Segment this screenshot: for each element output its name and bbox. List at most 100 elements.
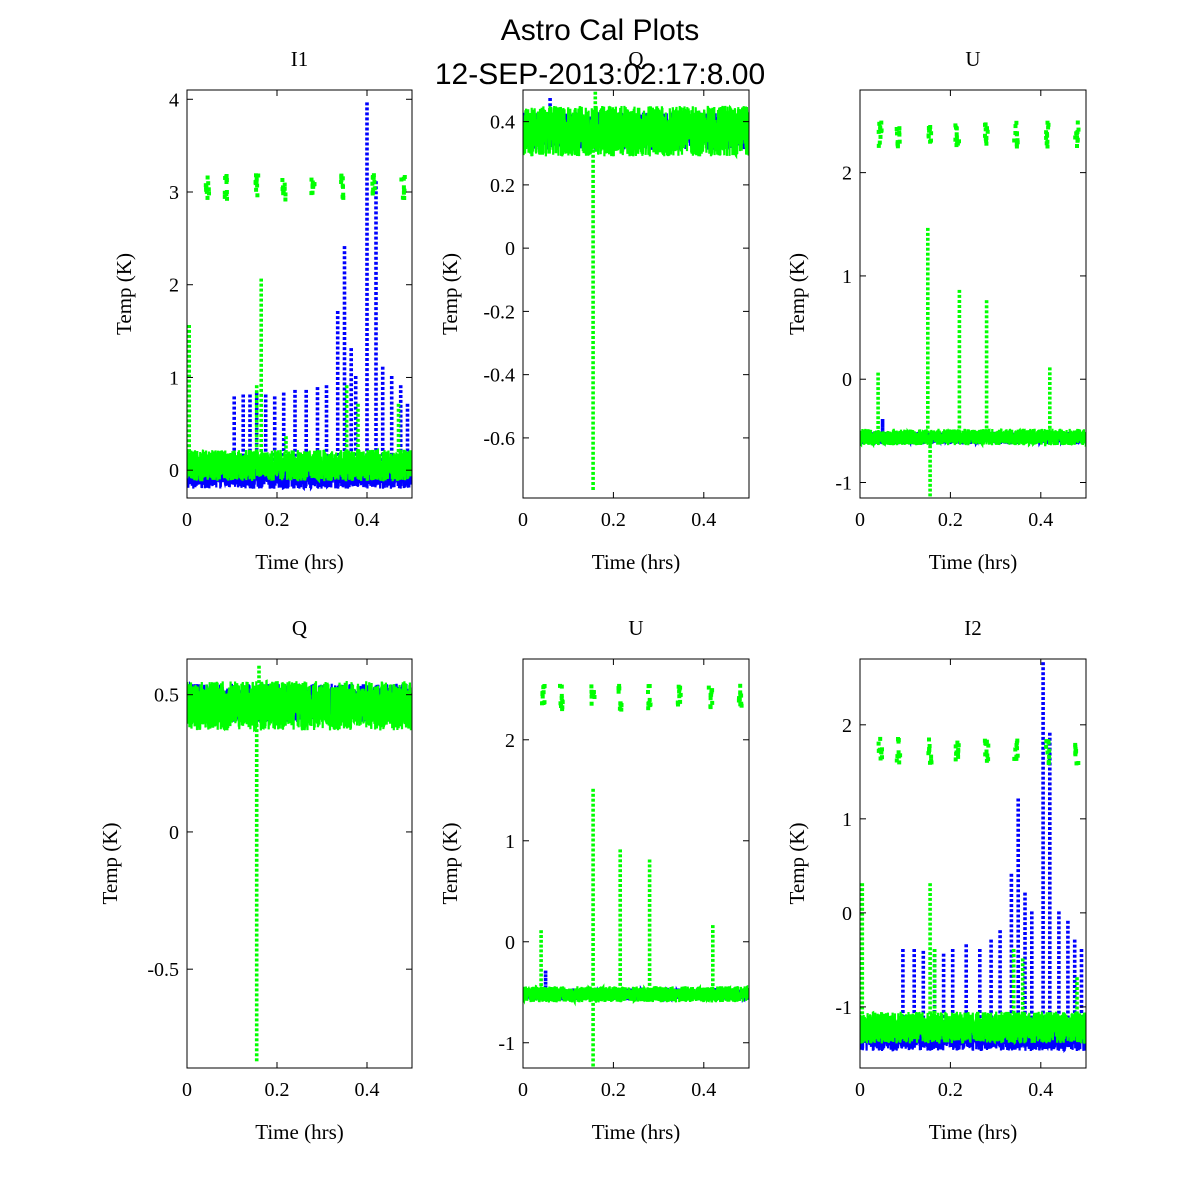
data-point: [342, 443, 347, 446]
data-point: [895, 131, 899, 136]
data-point: [254, 788, 259, 792]
data-point: [591, 828, 595, 832]
data-point: [1075, 1021, 1079, 1025]
data-point: [304, 389, 308, 393]
data-point: [241, 448, 245, 452]
data-point: [365, 408, 369, 412]
data-point: [259, 313, 263, 317]
x-axis-label: Time (hrs): [592, 550, 680, 574]
data-point: [1011, 1015, 1016, 1019]
data-point: [540, 701, 544, 706]
data-point: [342, 357, 347, 361]
data-point: [876, 411, 880, 415]
data-point: [618, 987, 622, 991]
data-point: [1057, 931, 1061, 935]
figure-title-line1: Astro Cal Plots: [501, 14, 699, 47]
data-point: [1023, 966, 1027, 970]
data-point: [1048, 396, 1052, 400]
data-point: [398, 434, 403, 438]
data-point: [984, 380, 989, 384]
data-point: [984, 135, 989, 140]
data-point: [1048, 916, 1052, 920]
data-point: [860, 1021, 865, 1025]
data-point: [1020, 1006, 1025, 1010]
data-point: [860, 907, 865, 911]
data-point: [860, 922, 865, 926]
data-point: [1023, 922, 1027, 926]
series-green: [523, 683, 749, 1067]
data-point: [324, 395, 329, 398]
data-point: [1009, 995, 1014, 998]
data-point: [591, 240, 595, 244]
data-point: [543, 981, 548, 985]
data-point: [342, 251, 347, 255]
data-point: [365, 262, 369, 266]
data-point: [1030, 946, 1034, 950]
data-point: [591, 487, 595, 490]
data-point: [1016, 884, 1020, 888]
data-point: [1045, 120, 1050, 125]
series-green-spike: [1020, 958, 1025, 1030]
data-point: [335, 432, 340, 436]
x-tick-label: 0: [518, 509, 528, 531]
data-point: [941, 974, 946, 978]
data-point: [1023, 956, 1027, 960]
data-point: [304, 448, 308, 452]
data-point: [860, 937, 865, 941]
data-point: [591, 265, 595, 269]
data-point: [1016, 854, 1020, 857]
data-point: [928, 932, 932, 936]
data-point: [860, 912, 865, 916]
data-point: [365, 282, 369, 286]
data-point: [984, 420, 989, 424]
data-point: [254, 808, 259, 812]
data-point: [1057, 985, 1061, 989]
data-point: [365, 192, 369, 196]
data-point: [1079, 964, 1084, 968]
data-point: [921, 995, 926, 999]
data-point: [335, 371, 340, 375]
data-point: [618, 948, 622, 952]
data-point: [374, 382, 378, 386]
data-point: [401, 176, 406, 181]
series-green-band: [860, 427, 1086, 449]
data-point: [591, 371, 595, 375]
data-point: [254, 754, 259, 757]
data-point: [926, 302, 930, 306]
data-point: [998, 965, 1002, 969]
data-point: [928, 922, 932, 926]
data-point: [711, 992, 715, 996]
data-point: [272, 427, 277, 431]
data-point: [647, 978, 652, 981]
data-point: [380, 437, 385, 441]
data-point: [1073, 751, 1078, 756]
data-point: [1041, 916, 1045, 919]
data-point: [254, 709, 259, 713]
data-point: [896, 738, 901, 742]
data-point: [926, 410, 930, 414]
data-point: [281, 185, 285, 190]
data-point: [957, 410, 962, 414]
data-point: [1009, 990, 1014, 993]
data-point: [304, 409, 308, 413]
data-point: [263, 424, 268, 428]
data-point: [342, 372, 347, 376]
data-point: [335, 453, 340, 456]
plot-area: [523, 91, 749, 490]
data-point: [591, 431, 595, 435]
data-point: [1030, 1005, 1034, 1009]
data-point: [1072, 995, 1077, 999]
data-point: [315, 432, 320, 436]
data-point: [315, 402, 320, 406]
data-point: [342, 392, 347, 396]
data-point: [1072, 944, 1077, 948]
data-point: [591, 290, 595, 294]
data-point: [254, 913, 259, 917]
data-point: [254, 724, 259, 728]
data-point: [1041, 881, 1045, 885]
data-point: [1048, 767, 1052, 771]
data-point: [950, 984, 955, 988]
data-point: [353, 381, 358, 385]
data-point: [365, 353, 369, 356]
data-point: [344, 395, 349, 399]
